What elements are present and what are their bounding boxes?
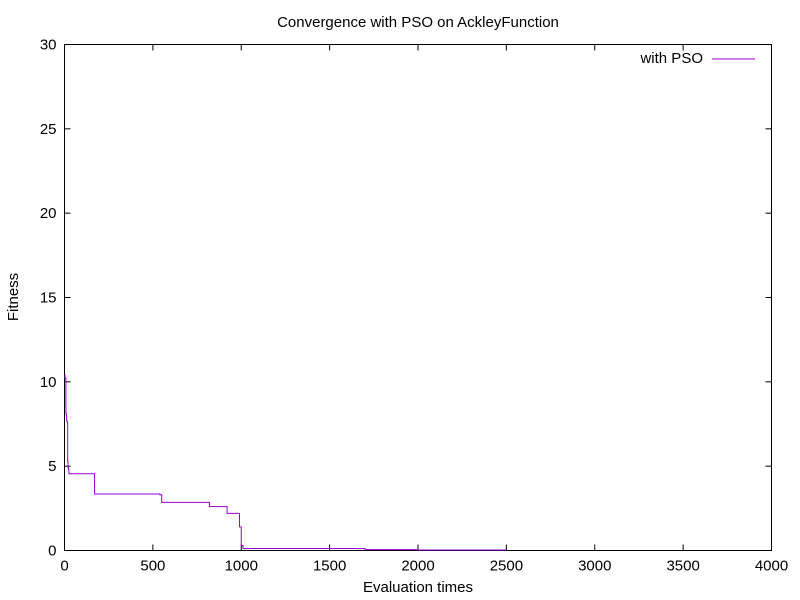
x-axis-label: Evaluation times — [363, 579, 473, 596]
y-tick-label: 15 — [40, 290, 57, 307]
y-tick-label: 20 — [40, 205, 57, 222]
axis-tick-labels: 0 500 1000 1500 2000 2500 3000 3500 4000 0 5 10 15 20… — [40, 37, 788, 575]
x-tick-label: 2500 — [490, 558, 523, 575]
x-tick-label: 2000 — [401, 558, 434, 575]
x-tick-label: 4000 — [755, 558, 788, 575]
x-tick-label: 500 — [140, 558, 165, 575]
x-tick-label: 1000 — [225, 558, 258, 575]
x-tick-label: 3500 — [666, 558, 699, 575]
x-tick-label: 1500 — [313, 558, 346, 575]
y-tick-label: 10 — [40, 374, 57, 391]
chart-title: Convergence with PSO on AckleyFunction — [277, 14, 559, 31]
plot-frame — [64, 44, 772, 551]
series-line-0 — [64, 374, 507, 551]
y-tick-label: 5 — [48, 458, 56, 475]
y-tick-label: 25 — [40, 121, 57, 138]
y-axis-label: Fitness — [5, 273, 22, 321]
legend: with PSO — [639, 50, 755, 67]
axis-ticks — [64, 44, 772, 551]
y-tick-label: 0 — [48, 543, 56, 560]
series-layer — [64, 374, 507, 551]
legend-label: with PSO — [639, 50, 703, 67]
y-tick-label: 30 — [40, 37, 57, 54]
x-tick-label: 0 — [60, 558, 68, 575]
x-tick-label: 3000 — [578, 558, 611, 575]
